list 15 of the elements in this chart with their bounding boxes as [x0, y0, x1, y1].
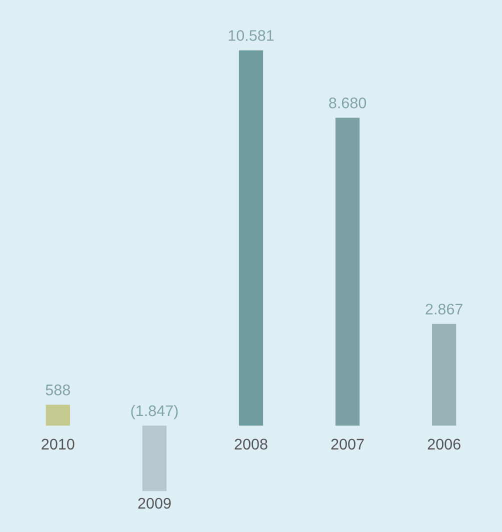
data-label: 2.867 — [426, 304, 462, 315]
data-label: 10.581 — [228, 30, 274, 41]
bar — [432, 324, 456, 426]
data-label: (1.847) — [131, 404, 178, 420]
bar — [46, 404, 70, 426]
x-tick-label: 2006 — [428, 438, 460, 450]
data-label: 588 — [46, 384, 70, 396]
x-tick-label: 2010 — [42, 438, 74, 450]
bar — [335, 118, 360, 426]
data-label: 8.680 — [329, 98, 366, 108]
bar — [238, 50, 264, 426]
bar — [142, 426, 167, 492]
x-tick-label: 2009 — [138, 498, 171, 509]
x-tick-label: 2008 — [234, 438, 268, 450]
x-tick-label: 2007 — [331, 438, 364, 450]
